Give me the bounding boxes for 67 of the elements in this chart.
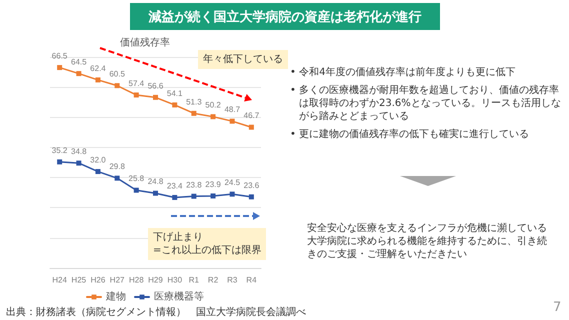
data-label: 34.8 — [70, 147, 88, 156]
data-label: 23.4 — [166, 181, 184, 190]
x-tick-label: H26 — [90, 276, 106, 284]
data-label: 62.4 — [90, 64, 106, 73]
point — [134, 92, 139, 98]
point — [153, 190, 158, 196]
legend-label: 建物 — [105, 290, 126, 302]
data-label: 32.0 — [90, 156, 106, 165]
point — [191, 110, 196, 116]
data-label: 25.8 — [128, 174, 145, 184]
point — [57, 65, 62, 70]
text: 安全安心な医療を支えるインフラが危機に瀕している大学病院に求められる機能を維持するために、引き続きのご支援・ご理解をいただきたい — [307, 222, 548, 261]
data-label: 29.8 — [109, 162, 126, 172]
data-label: 23.9 — [205, 180, 222, 189]
x-tick-label: H29 — [148, 276, 164, 284]
point — [210, 193, 216, 198]
chart-subtitle: 価値残存率 — [120, 36, 170, 48]
point — [230, 192, 235, 197]
data-label: 35.2 — [52, 146, 68, 155]
x-tick-label: H24 — [52, 276, 68, 284]
legend-label: 医療機器等 — [154, 290, 204, 302]
x-tick-label: R3 — [227, 276, 238, 284]
data-label: 56.6 — [148, 81, 164, 90]
x-tick-label: H30 — [167, 276, 183, 284]
data-label: 46.7 — [244, 111, 260, 120]
annotation: 年々低下している — [198, 50, 288, 69]
x-tick-label: H25 — [71, 276, 87, 284]
point — [76, 160, 82, 166]
point — [95, 77, 100, 82]
point — [114, 83, 120, 88]
point — [95, 169, 100, 174]
text: • 令和4年度の価値残存率は前年度よりも更に低下 — [290, 66, 516, 79]
point — [248, 124, 254, 130]
data-label: 57.4 — [128, 78, 145, 88]
data-label: 48.7 — [224, 105, 241, 114]
point — [191, 194, 196, 199]
data-label: 66.5 — [52, 52, 68, 61]
text: • 更に建物の価値残存率の低下も確実に進行している — [290, 128, 530, 141]
x-tick-label: R1 — [188, 276, 200, 284]
data-label: 50.2 — [205, 100, 222, 110]
text: 7 — [553, 300, 562, 317]
chart-title: 減益が続く国立大学病院の資産は老朽化が進行 — [130, 3, 440, 30]
x-tick-label: H28 — [128, 276, 144, 284]
x-tick-label: R2 — [208, 276, 219, 284]
data-label: 24.8 — [148, 177, 164, 186]
point — [210, 114, 216, 120]
data-label: 64.5 — [70, 58, 88, 67]
annotation: 下げ止まり =これ以上の低下は限界 — [148, 228, 266, 260]
point — [153, 94, 158, 100]
point — [76, 71, 82, 76]
point — [172, 102, 178, 108]
point — [230, 118, 235, 124]
data-label: 23.6 — [244, 180, 260, 190]
data-label: 54.1 — [166, 88, 184, 98]
data-label: 24.5 — [224, 178, 241, 188]
point — [114, 176, 120, 181]
data-label: 51.3 — [186, 97, 202, 106]
x-tick-label: H27 — [110, 276, 126, 284]
x-tick-label: R4 — [246, 276, 258, 284]
text: • 多くの医療機器が耐用年数を超過しており、価値の残存率は取得時のわずか23.6%となっている。リースも活用しながら踏みとどまっている — [290, 84, 562, 123]
source-note: 出典：財務諸表（病院セグメント情報） 国立大学病院長会議調べ — [6, 306, 306, 319]
point — [172, 194, 178, 200]
data-label: 23.8 — [186, 180, 202, 190]
point — [134, 188, 139, 193]
data-label: 60.5 — [109, 70, 126, 79]
point — [57, 159, 62, 164]
point — [248, 194, 254, 200]
